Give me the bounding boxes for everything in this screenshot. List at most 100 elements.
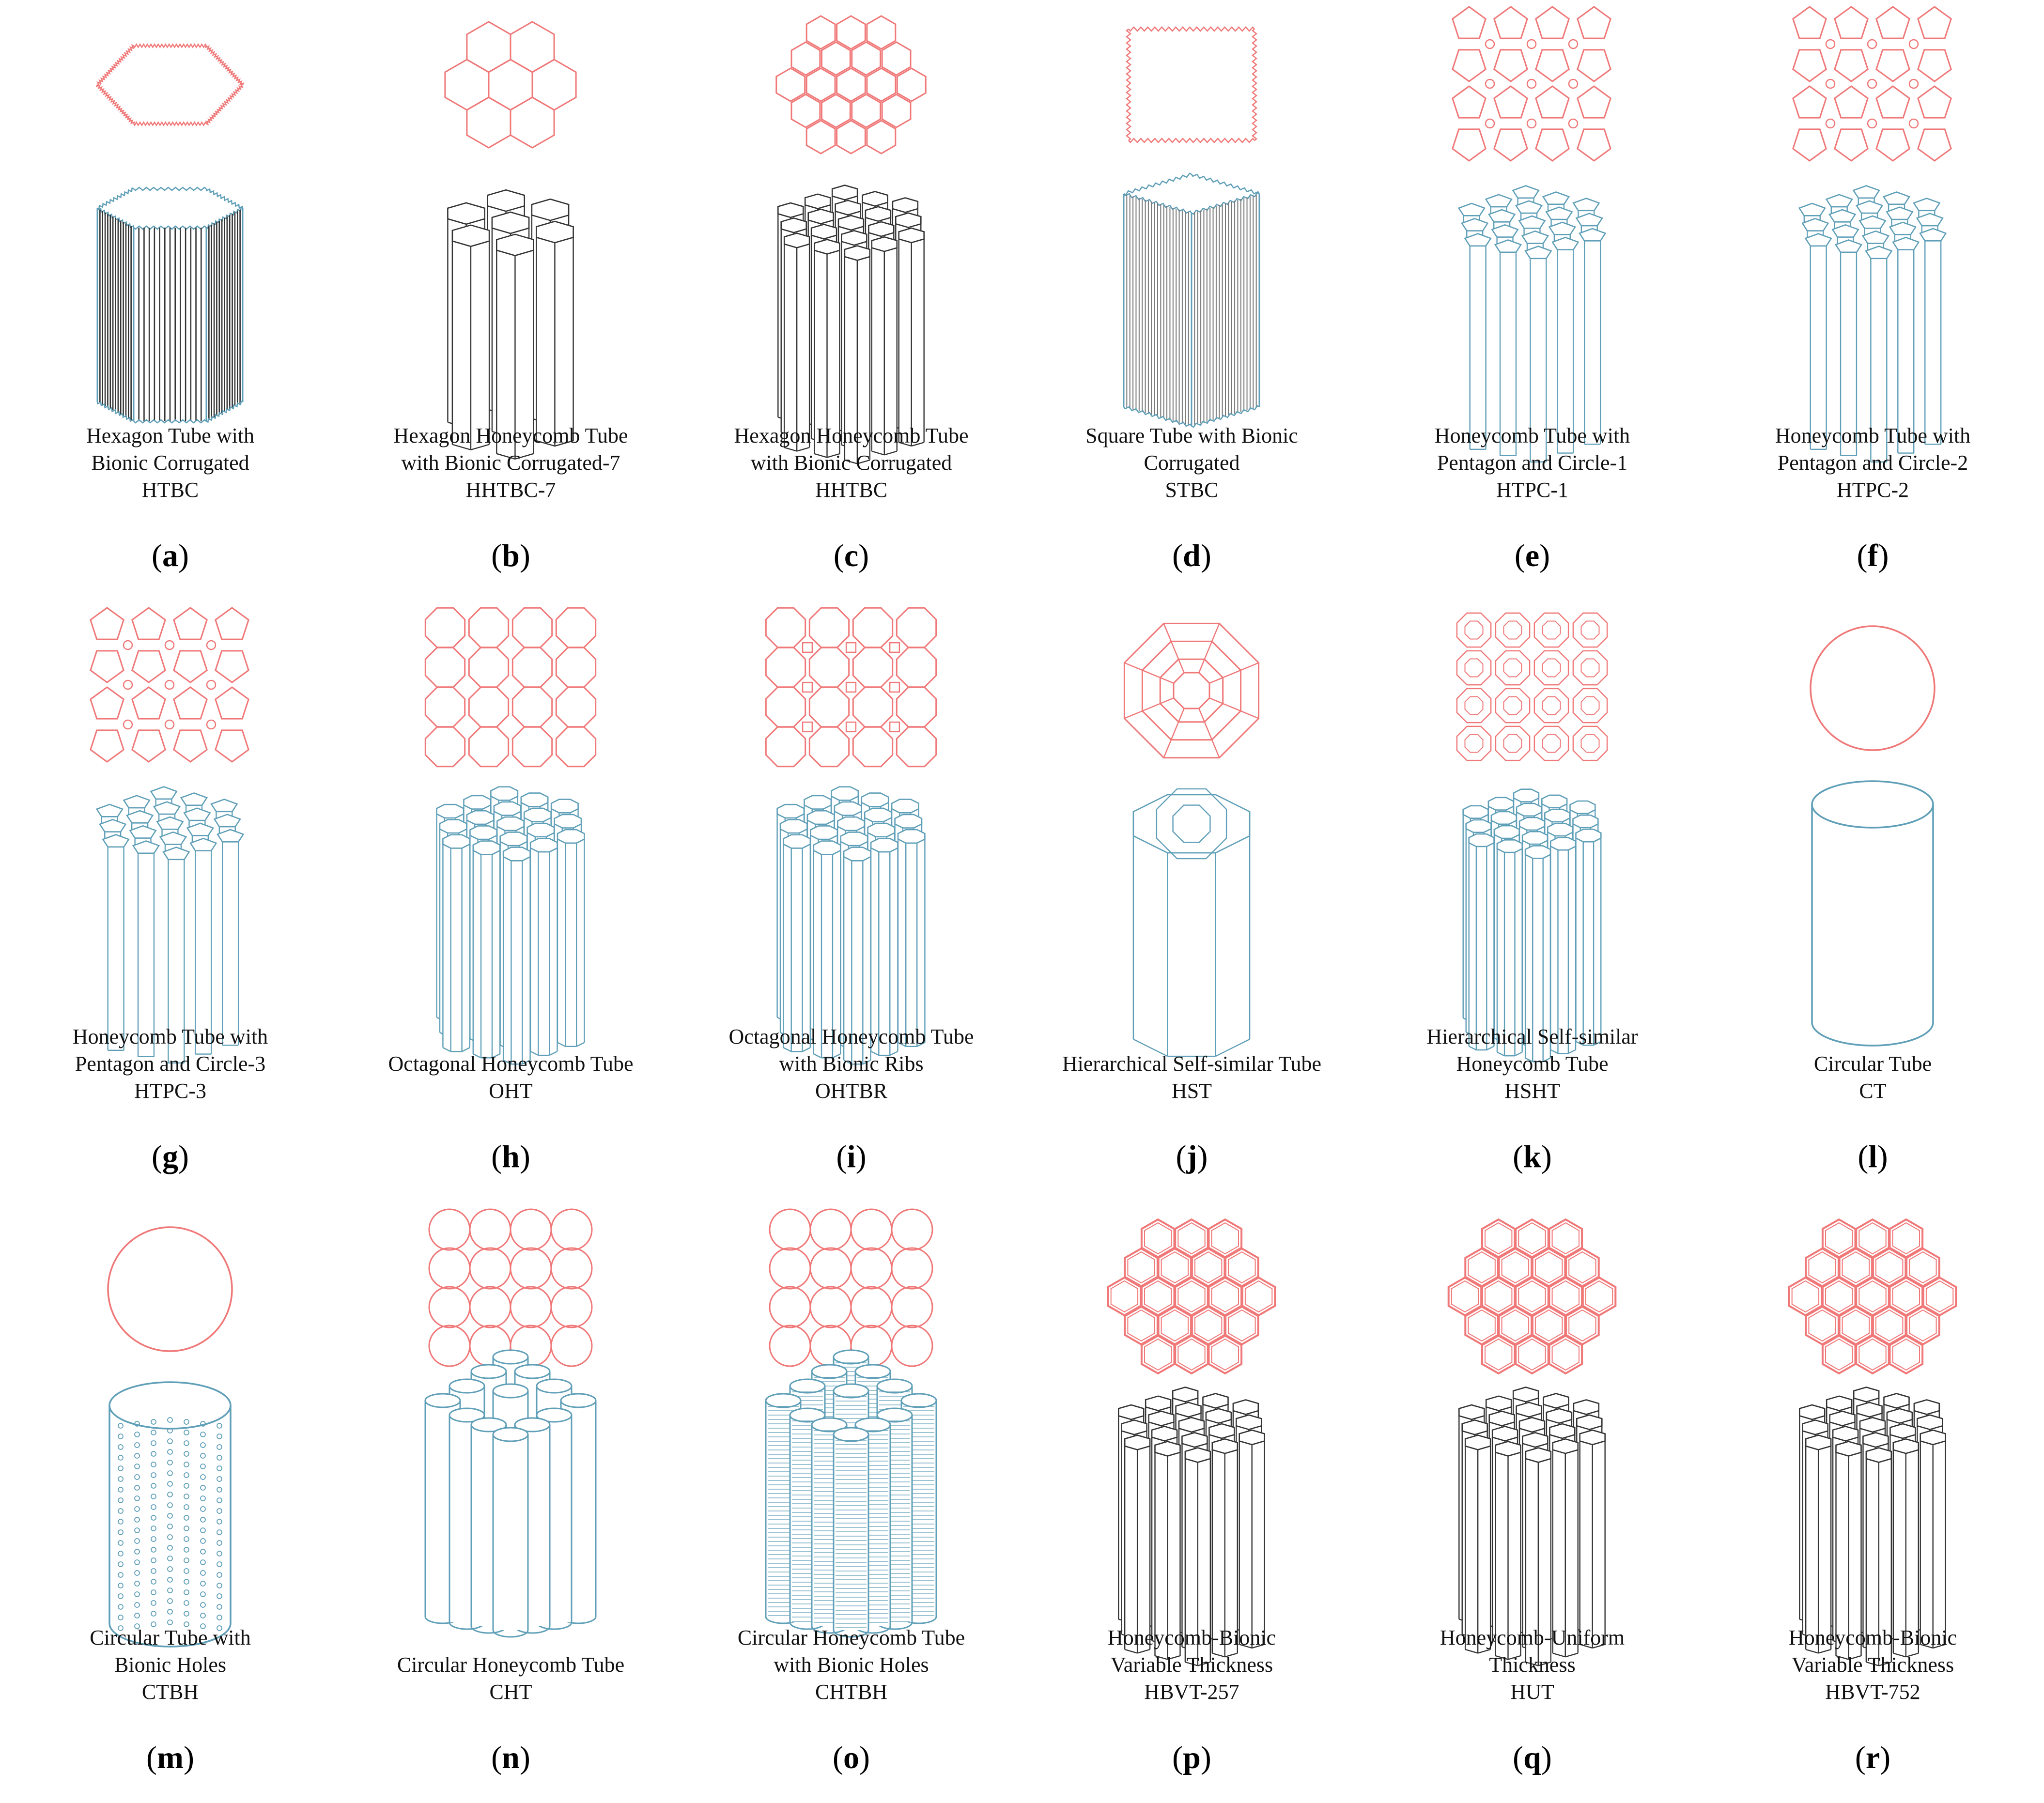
section-cell (1875, 1251, 1904, 1284)
tube-top-face (1491, 1425, 1518, 1442)
tube-bottom-edge (1477, 1649, 1491, 1654)
panel-caption: Honeycomb-Bionic Variable Thickness HBVT-2… (1022, 1624, 1362, 1706)
section-cell (1858, 1280, 1887, 1313)
tube-bottom-edge (1133, 1038, 1168, 1057)
tube-top-face (844, 245, 871, 261)
tube-top-rim (470, 1364, 507, 1379)
bionic-hole (184, 1611, 189, 1617)
section-cell (1875, 6, 1910, 39)
tube-bottom-edge (1514, 1051, 1523, 1057)
tube-top-face (1542, 191, 1570, 205)
tube-bottom-edge (576, 1042, 585, 1047)
tube-top-face (831, 786, 859, 801)
circle-node (164, 679, 175, 690)
bionic-hole (151, 1430, 156, 1435)
panel-p: Honeycomb-Bionic Variable Thickness HBVT-2… (1022, 1202, 1362, 1803)
bionic-hole (217, 1519, 222, 1525)
section-cell (1194, 1309, 1223, 1342)
panel-illustration (1792, 6, 1952, 463)
section-cell (896, 647, 937, 688)
circle-cell (469, 1247, 511, 1290)
tube-top-face (1515, 200, 1543, 214)
panel-caption: Honeycomb Tube with Pentagon and Circle-3… (0, 1023, 341, 1105)
corrugated-edge (1123, 406, 1192, 427)
bionic-hole (217, 1604, 222, 1610)
panel-letter: (a) (152, 538, 189, 573)
circle-cell (769, 1208, 811, 1251)
corrugated-edge (133, 43, 207, 48)
panel-letter-text: d (1183, 538, 1201, 573)
tube-bottom-rim (492, 1630, 529, 1638)
tube-bottom-edge (1495, 1655, 1508, 1660)
tube-top-face (1148, 1410, 1175, 1427)
tube-top-face (1886, 206, 1914, 220)
section-cell (1577, 6, 1611, 39)
tube-top-face (1208, 1423, 1235, 1439)
bionic-hole (118, 1423, 124, 1429)
tube-top-face (439, 819, 467, 834)
tube-top-face (1211, 1438, 1239, 1454)
tube-bottom-edge (1215, 1038, 1250, 1057)
panel-illustration (1452, 6, 1611, 463)
panel-i: Octagonal Honeycomb Tube with Bionic Ribs… (681, 601, 1022, 1202)
section-cell (1917, 128, 1952, 162)
section-cell (215, 729, 249, 763)
circle-node (1825, 78, 1836, 89)
tube-bottom-edge (1185, 1661, 1198, 1666)
section-cell (889, 721, 900, 733)
section-cell (765, 686, 806, 728)
panel-caption: Hexagon Tube with Bionic Corrugated HTBC (0, 422, 341, 504)
section-cell (1452, 49, 1487, 82)
tube-top-face (1178, 1417, 1205, 1433)
panel-letter-text: n (502, 1740, 520, 1775)
panel-letter: (f) (1857, 538, 1889, 573)
tube-body (1579, 235, 1606, 439)
panel-d: Square Tube with Bionic Corrugated STBC (d) (1022, 0, 1362, 601)
section-cell (1580, 696, 1600, 715)
tube-top-face (1579, 228, 1607, 242)
cross-section (95, 43, 245, 126)
section-cell (1464, 658, 1484, 678)
section-cell (1533, 688, 1569, 724)
bionic-hole (167, 1609, 173, 1615)
tube-body (1469, 840, 1494, 1044)
bionic-hole (184, 1515, 189, 1521)
corrugated-edge (205, 188, 244, 209)
circle-cell (510, 1286, 552, 1328)
panel-letter-text: p (1183, 1740, 1201, 1775)
section-cell (1542, 658, 1561, 678)
panel-illustration (1810, 625, 1936, 1047)
tube-top-face (1151, 1425, 1178, 1442)
section-cell (896, 67, 927, 102)
tube-3d-view (1458, 1387, 1606, 1666)
section-cell (805, 120, 836, 154)
tube-top-face (217, 829, 245, 843)
caption-abbreviation: HUT (1510, 1680, 1554, 1704)
bionic-hole (217, 1529, 222, 1535)
bionic-hole (151, 1419, 156, 1425)
tube-top-face (831, 185, 858, 200)
tube-top-face (1543, 1393, 1569, 1409)
circle-node (1867, 118, 1877, 129)
tube-body (443, 841, 470, 1045)
tube-bottom-edge (1805, 1649, 1819, 1654)
bionic-hole (134, 1485, 140, 1491)
cross-section (765, 607, 937, 768)
section-cell (1173, 672, 1210, 709)
tube-top-face (1461, 1419, 1488, 1435)
section-cell (896, 726, 937, 768)
tube-bottom-edge (1575, 1041, 1584, 1046)
bionic-hole (217, 1561, 222, 1567)
tube-top-face (1801, 217, 1829, 231)
tube-bottom-edge (1486, 1046, 1495, 1051)
tube-top-face (814, 239, 840, 255)
tube-body (133, 848, 159, 1051)
tube-bottom-rim (1811, 1022, 1934, 1047)
bionic-hole (167, 1556, 173, 1561)
cross-section (1452, 6, 1611, 162)
tube-top-face (1121, 1419, 1148, 1435)
caption-abbreviation: HTPC-2 (1836, 478, 1909, 502)
section-cell (1228, 1309, 1256, 1342)
section-cell (1161, 1309, 1189, 1342)
caption-line: Variable Thickness (1791, 1653, 1954, 1677)
